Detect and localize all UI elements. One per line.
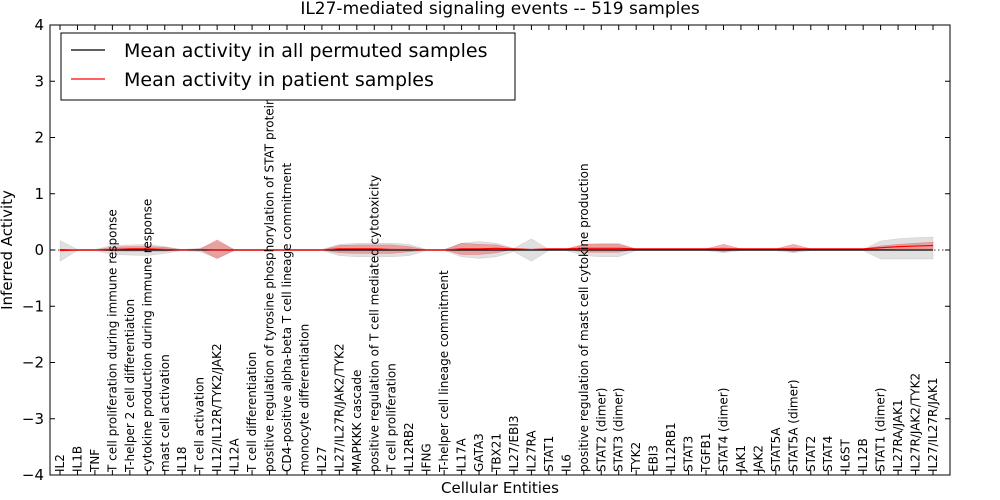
- category-label: IL17A: [455, 438, 469, 472]
- category-label: monocyte differentiation: [297, 324, 311, 472]
- category-label: IFNG: [420, 443, 434, 472]
- category-label: STAT5A (dimer): [786, 379, 800, 472]
- category-label: mast cell activation: [158, 354, 172, 472]
- legend-label-patient: Mean activity in patient samples: [124, 69, 434, 91]
- category-label: IL12/IL12R/TYK2/JAK2: [210, 343, 224, 472]
- category-label: TBX21: [490, 433, 504, 473]
- category-label: IL6ST: [839, 439, 853, 472]
- y-tick-label: −1: [22, 297, 44, 315]
- category-label: JAK2: [751, 445, 765, 473]
- category-label: IL27R/JAK2/TYK2: [909, 373, 923, 472]
- category-label: positive regulation of tyrosine phosphor…: [263, 97, 277, 472]
- y-tick-label: −2: [22, 354, 44, 372]
- category-label: TYK2: [629, 442, 643, 473]
- category-label: positive regulation of T cell mediated c…: [367, 175, 381, 472]
- category-label: TGFB1: [699, 433, 713, 473]
- category-label: cytokine production during immune respon…: [140, 199, 154, 472]
- category-label: IL27/IL27R/JAK2/TYK2: [332, 343, 346, 472]
- category-label: STAT4 (dimer): [716, 388, 730, 472]
- permuted-band: [59, 236, 934, 262]
- category-label: STAT3: [682, 436, 696, 472]
- category-label: IL12RB2: [402, 422, 416, 472]
- series-lines-group: [59, 244, 934, 252]
- category-label: IL27: [315, 447, 329, 473]
- category-label: EBI3: [647, 445, 661, 472]
- patient-mean-line: [59, 244, 934, 252]
- legend-label-permuted: Mean activity in all permuted samples: [124, 40, 487, 62]
- permuted-band-group: [59, 236, 934, 262]
- category-label: JAK1: [734, 445, 748, 473]
- category-label: STAT2 (dimer): [594, 388, 608, 472]
- category-label: IL1B: [70, 446, 84, 472]
- y-tick-label: 0: [34, 241, 44, 259]
- category-label: IL27RA: [524, 430, 538, 472]
- y-tick-label: 3: [34, 72, 44, 90]
- category-label: STAT1 (dimer): [874, 388, 888, 472]
- category-label: T cell proliferation: [385, 363, 399, 473]
- category-label: MAPKKK cascade: [350, 370, 364, 472]
- category-label: T cell activation: [193, 377, 207, 473]
- category-label: CD4-positive alpha-beta T cell lineage c…: [280, 163, 294, 472]
- category-label: IL12B: [856, 438, 870, 472]
- category-label: TNF: [88, 449, 102, 473]
- y-tick-label: 4: [34, 16, 44, 34]
- y-tick-label: 1: [34, 185, 44, 203]
- category-label: STAT1: [542, 436, 556, 472]
- category-label: STAT5A: [769, 427, 783, 472]
- chart-title: IL27-mediated signaling events -- 519 sa…: [300, 0, 700, 19]
- category-label: STAT3 (dimer): [612, 388, 626, 472]
- category-labels: IL2 IL1B TNF T cell proliferation during im…: [53, 97, 940, 473]
- category-label: positive regulation of mast cell cytokin…: [577, 163, 591, 472]
- x-axis: [59, 25, 934, 475]
- category-label: IL27RA/JAK1: [891, 399, 905, 472]
- category-label: T cell proliferation during immune respo…: [105, 209, 119, 473]
- category-label: IL27/EBI3: [507, 415, 521, 472]
- category-label: GATA3: [472, 433, 486, 472]
- category-label: IL18: [175, 447, 189, 473]
- legend: Mean activity in all permuted samples Me…: [60, 32, 516, 101]
- category-label: IL12RB1: [664, 422, 678, 472]
- x-axis-label: Cellular Entities: [441, 479, 559, 497]
- category-label: IL2: [53, 454, 67, 472]
- category-label: IL12A: [228, 438, 242, 472]
- y-tick-label: −3: [22, 410, 44, 428]
- y-tick-label: 2: [34, 129, 44, 147]
- y-axis: 4 3 2 1 0 −1 −2 −3 −4: [22, 16, 950, 484]
- category-label: IL27/IL27R/JAK1: [926, 378, 940, 472]
- category-label: T-helper cell lineage commitment: [437, 270, 451, 473]
- category-label: STAT4: [821, 436, 835, 472]
- category-label: STAT2: [804, 436, 818, 472]
- plot-frame: [49, 24, 951, 476]
- category-label: IL6: [559, 454, 573, 472]
- y-tick-label: −4: [22, 466, 44, 484]
- category-label: T cell differentiation: [245, 352, 259, 473]
- legend-box: [60, 32, 516, 101]
- category-label: T-helper 2 cell differentiation: [123, 299, 137, 473]
- y-axis-label: Inferred Activity: [0, 190, 16, 310]
